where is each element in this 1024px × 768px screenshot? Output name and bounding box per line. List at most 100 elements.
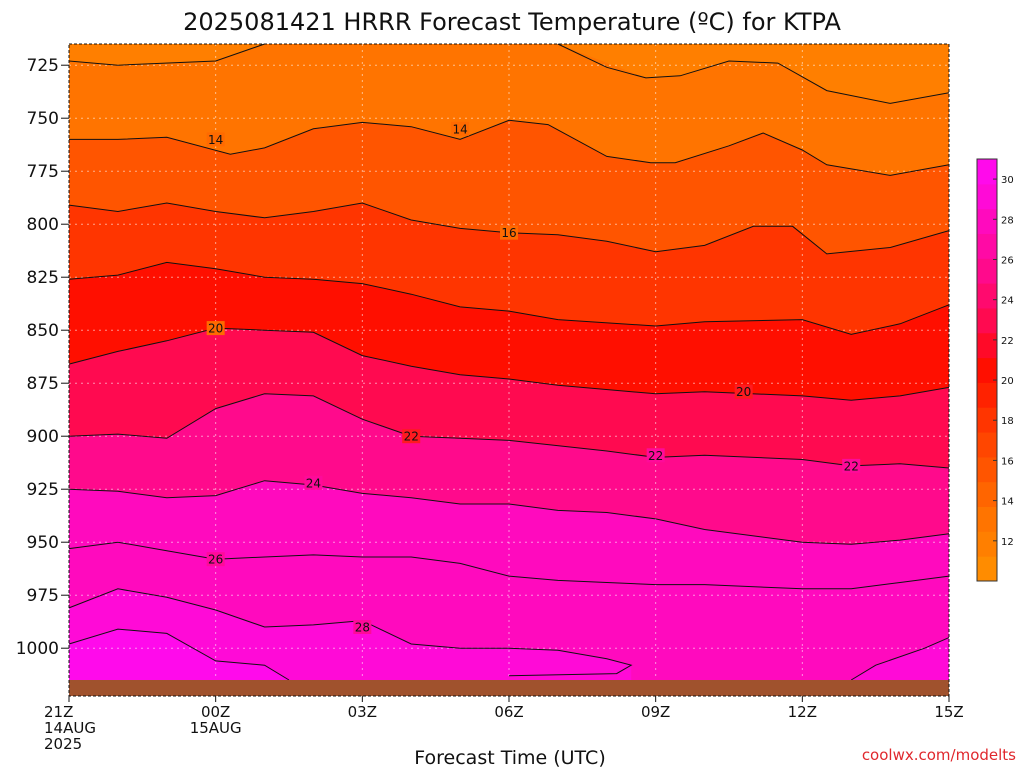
contour-line-5 xyxy=(68,327,950,401)
contour-labels: 14 14 16 20 20 22 22 22 24 26 28 xyxy=(206,121,861,635)
x-tick-label: 03Z xyxy=(348,703,377,721)
x-tick-label: 12Z xyxy=(788,703,817,721)
plot-area: 14 14 16 20 20 22 22 22 24 26 28 xyxy=(68,43,950,697)
colorbar-swatch xyxy=(977,556,997,582)
x-tick-label: 15AUG xyxy=(190,719,242,737)
contour-label-text: 16 xyxy=(501,226,516,240)
contour-label-text: 24 xyxy=(306,476,321,490)
contour-label-3: 20 xyxy=(206,321,225,336)
contour-label-bg xyxy=(734,384,753,399)
contour-label-text: 28 xyxy=(355,621,370,635)
contour-line-6 xyxy=(68,393,950,469)
colorbar-swatch xyxy=(977,208,997,234)
contour-line-9 xyxy=(68,588,633,677)
contour-label-8: 24 xyxy=(304,475,323,490)
contour-line-0 xyxy=(68,43,265,66)
contour-line-11 xyxy=(850,637,950,681)
colorbar-swatch xyxy=(977,258,997,284)
colorbar-tick-label: 22 xyxy=(1001,336,1014,347)
contour-label-2: 16 xyxy=(500,225,518,240)
colorbar-tick-label: 30 xyxy=(1001,175,1014,186)
contour-label-4: 20 xyxy=(734,384,753,399)
colorbar-tick-label: 28 xyxy=(1001,215,1014,226)
contour-label-10: 28 xyxy=(353,620,372,635)
y-tick-label: 825 xyxy=(27,268,59,288)
contour-label-text: 22 xyxy=(404,430,419,444)
contour-line-2 xyxy=(69,119,950,176)
contour-label-bg xyxy=(206,132,225,147)
y-tick-label: 950 xyxy=(27,533,59,553)
x-tick-label: 06Z xyxy=(494,703,523,721)
colorbar-swatch xyxy=(977,357,997,383)
fill-band-3 xyxy=(69,120,949,254)
colorbar-tick-label: 24 xyxy=(1001,296,1014,307)
y-tick-label: 925 xyxy=(27,480,59,500)
y-tick-label: 725 xyxy=(27,56,59,76)
contour-label-bg xyxy=(842,458,861,473)
x-tick-label: 00Z xyxy=(201,703,230,721)
colorbar-swatch xyxy=(977,506,997,532)
contour-line-7 xyxy=(68,480,950,545)
x-tick-label: 14AUG xyxy=(44,719,96,737)
colorbar-swatch xyxy=(977,307,997,334)
colorbar-swatch xyxy=(977,233,997,259)
colorbar-frame xyxy=(976,158,998,582)
contour-label-text: 20 xyxy=(208,322,223,336)
fill-band-10 xyxy=(69,629,289,680)
contour-label-bg xyxy=(304,475,323,490)
contour-label-bg xyxy=(353,620,372,634)
contour-label-5: 22 xyxy=(402,429,421,444)
fill-band-11 xyxy=(851,637,949,680)
contour-label-bg xyxy=(206,552,225,567)
contour-label-bg xyxy=(451,121,470,136)
x-tick-label: 09Z xyxy=(641,703,670,721)
contour-label-9: 26 xyxy=(206,552,225,567)
y-tick-label: 775 xyxy=(27,162,59,182)
colorbar-swatch xyxy=(977,481,997,508)
contour-label-bg xyxy=(500,225,518,240)
contour-label-text: 20 xyxy=(736,385,751,399)
source-credit: coolwx.com/modelts xyxy=(862,746,1016,764)
fill-band-2 xyxy=(69,44,949,176)
colorbar-swatch xyxy=(977,407,997,433)
contour-label-text: 14 xyxy=(208,133,223,147)
contour-label-text: 22 xyxy=(648,449,663,463)
contour-label-bg xyxy=(646,448,665,463)
colorbar: 12 14 16 18 20 22 24 26 28 30 xyxy=(976,158,1014,582)
colorbar-swatch xyxy=(977,283,997,309)
colorbar-tick-label: 26 xyxy=(1001,255,1014,266)
contour-label-1: 14 xyxy=(451,121,470,136)
colorbar-tick-label: 18 xyxy=(1001,416,1014,427)
y-tick-label: 850 xyxy=(27,321,59,341)
contour-label-text: 22 xyxy=(844,459,859,473)
contour-label-6: 22 xyxy=(646,448,665,463)
colorbar-swatch xyxy=(977,456,997,483)
contour-line-1 xyxy=(557,43,950,104)
contour-label-text: 14 xyxy=(452,122,467,136)
fill-band-7 xyxy=(69,393,949,545)
colorbar-swatch xyxy=(977,332,997,359)
colorbar-tick-label: 12 xyxy=(1001,537,1014,548)
y-tick-label: 1000 xyxy=(16,639,59,659)
y-tick-label: 875 xyxy=(27,374,59,394)
colorbar-tick-label: 16 xyxy=(1001,456,1014,467)
y-tick-label: 975 xyxy=(27,586,59,606)
fill-band-5 xyxy=(69,262,949,401)
contour-label-7: 22 xyxy=(842,458,861,473)
x-tick-label: 2025 xyxy=(44,735,82,753)
chart-title: 2025081421 HRRR Forecast Temperature (ºC… xyxy=(183,8,841,36)
contour-label-text: 26 xyxy=(208,553,223,567)
y-tick-label: 800 xyxy=(27,215,59,235)
contour-label-bg xyxy=(402,429,421,444)
y-tick-label: 900 xyxy=(27,427,59,447)
ground-strip xyxy=(69,680,949,696)
contour-label-bg xyxy=(206,321,225,336)
contour-line-4 xyxy=(68,261,950,335)
colorbar-swatch xyxy=(977,159,997,185)
x-axis-label: Forecast Time (UTC) xyxy=(414,747,605,768)
y-axis-ticks: 725 750 775 800 825 850 875 900 925 950 975 1000 xyxy=(16,56,69,659)
x-tick-label: 15Z xyxy=(934,703,963,721)
colorbar-tick-label: 20 xyxy=(1001,376,1014,387)
